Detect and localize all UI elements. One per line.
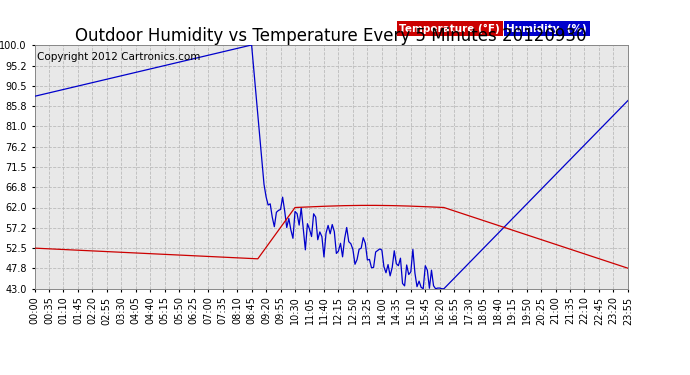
Text: Copyright 2012 Cartronics.com: Copyright 2012 Cartronics.com xyxy=(37,53,201,62)
Text: Temperature (°F): Temperature (°F) xyxy=(400,24,500,34)
Text: Humidity  (%): Humidity (%) xyxy=(506,24,587,34)
Title: Outdoor Humidity vs Temperature Every 5 Minutes 20120930: Outdoor Humidity vs Temperature Every 5 … xyxy=(75,27,587,45)
